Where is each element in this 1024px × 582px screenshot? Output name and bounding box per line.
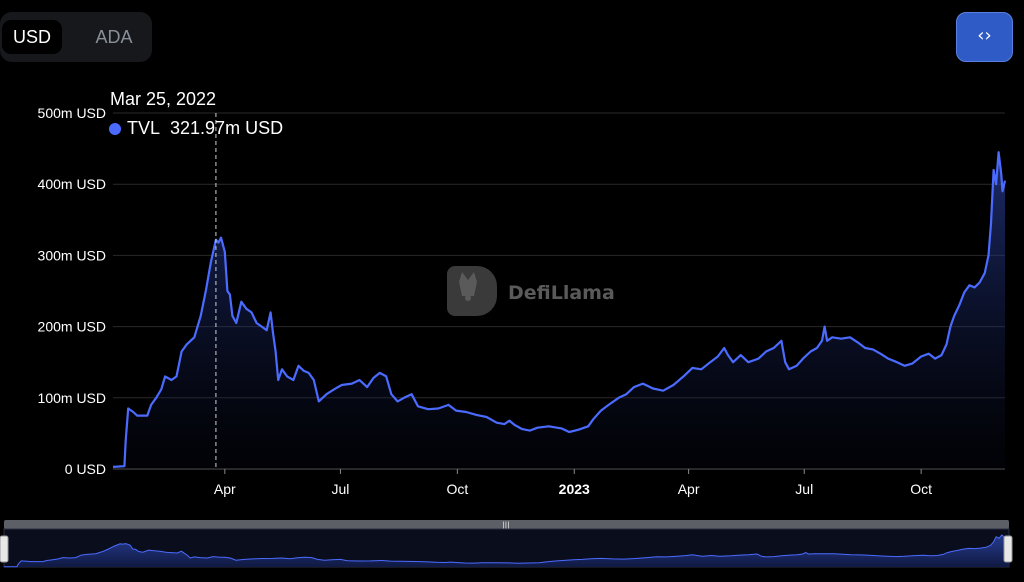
tooltip-date: Mar 25, 2022 (110, 89, 217, 109)
watermark-text: DefiLlama (508, 282, 615, 304)
x-tick-label: Jul (331, 481, 349, 497)
y-tick-label: 0 USD (65, 461, 106, 477)
llama-logo-icon (447, 266, 497, 316)
tooltip-value: 321.97m USD (170, 118, 284, 138)
x-tick-label: 2023 (559, 481, 590, 497)
x-tick-label: Oct (910, 481, 932, 497)
tvl-area (113, 152, 1005, 469)
defillama-watermark: DefiLlama (447, 266, 615, 316)
y-tick-label: 200m USD (38, 319, 106, 335)
currency-option-usd[interactable]: USD (2, 20, 62, 54)
currency-toggle: USD ADA (0, 12, 152, 62)
slider-track-bar[interactable] (4, 520, 1009, 529)
tooltip-row: TVL 321.97m USD (109, 118, 283, 139)
x-tick-label: Apr (214, 481, 236, 497)
x-axis: Apr Jul Oct 2023 Apr Jul Oct (214, 469, 932, 497)
y-tick-label: 400m USD (38, 176, 106, 192)
x-tick-label: Apr (678, 481, 700, 497)
y-tick-label: 300m USD (38, 247, 106, 263)
y-tick-label: 500m USD (38, 105, 106, 121)
x-tick-label: Jul (795, 481, 813, 497)
x-tick-label: Oct (446, 481, 468, 497)
slider-handle-right[interactable] (1003, 535, 1013, 563)
slider-handle-left[interactable] (0, 535, 9, 563)
y-tick-label: 100m USD (38, 390, 106, 406)
currency-option-ada[interactable]: ADA (95, 27, 133, 47)
embed-code-button[interactable]: ‹› (956, 12, 1013, 62)
series-dot-icon (109, 123, 121, 135)
mini-chart-line (3, 534, 1010, 568)
range-slider[interactable]: ||| (0, 520, 1013, 568)
slider-grip-icon: ||| (502, 521, 509, 529)
tvl-line (112, 151, 1007, 468)
tooltip-series-name: TVL (127, 118, 161, 138)
code-icon: ‹› (977, 25, 992, 46)
